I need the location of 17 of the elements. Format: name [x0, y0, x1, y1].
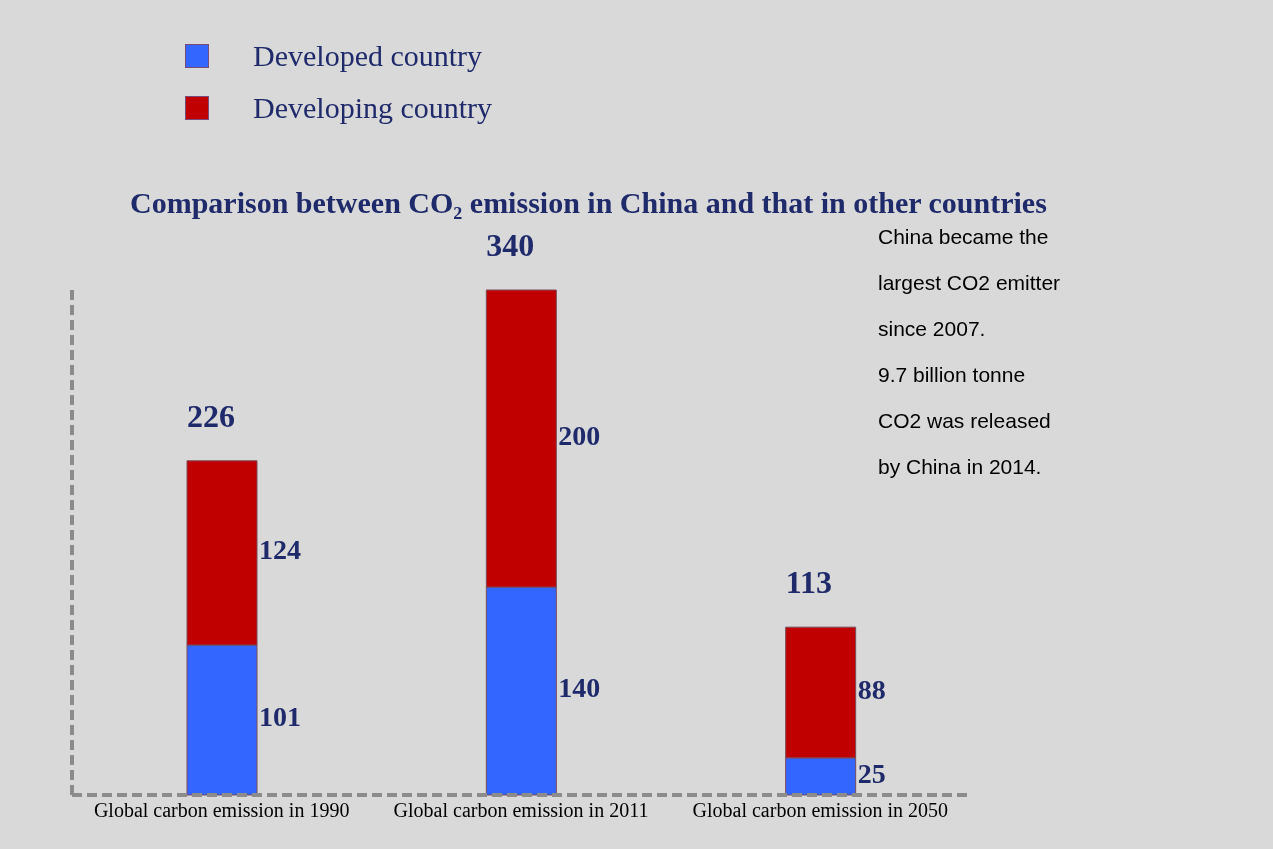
total-label: 226	[187, 397, 235, 434]
total-label: 340	[486, 227, 535, 263]
data-label: 88	[857, 673, 886, 705]
data-label: 200	[558, 419, 601, 451]
annotation: 9.7 billion tonne CO2 was released by China in 2014.	[878, 362, 1052, 480]
legend-label: Developing country	[253, 91, 493, 125]
data-label: 140	[558, 672, 601, 704]
data-label: 25	[857, 757, 886, 789]
annotation: China became the largest CO2 emitter since 2007.	[878, 225, 1061, 340]
data-label: 101	[259, 701, 301, 733]
x-tick-label: Global carbon emission in 2011	[393, 799, 649, 822]
x-tick-label: Global carbon emission in 1990	[93, 799, 350, 822]
chart-title: Comparison between CO₂ emission in China and that in other countries	[130, 186, 1047, 220]
total-label: 113	[785, 564, 832, 601]
legend-label: Developed country	[253, 39, 483, 73]
data-label: 124	[259, 534, 301, 566]
x-tick-label: Global carbon emission in 2050	[692, 799, 949, 822]
